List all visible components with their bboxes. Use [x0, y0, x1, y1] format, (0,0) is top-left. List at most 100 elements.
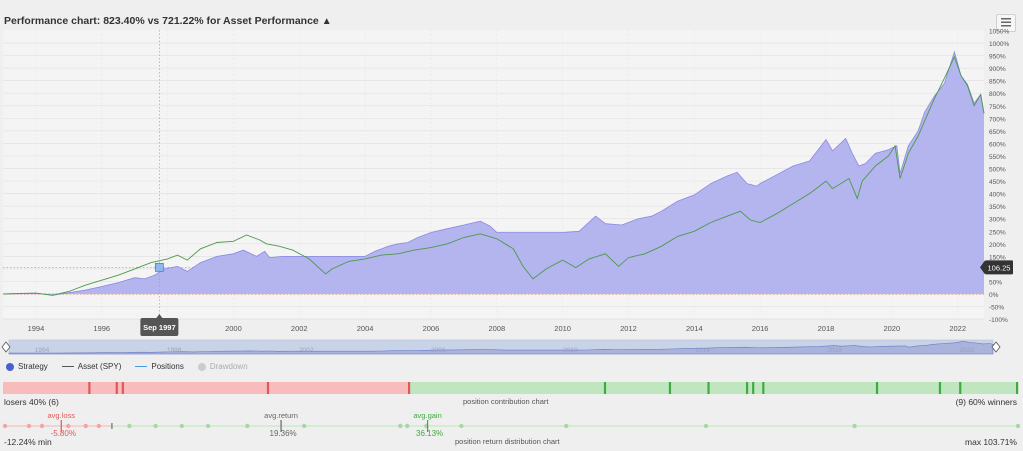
gain-position-mark [707, 382, 710, 394]
y-tick-label: -100% [989, 317, 1008, 324]
value-badge [985, 260, 1013, 275]
loss-position-mark [408, 382, 411, 394]
loss-return-point [39, 423, 45, 429]
y-tick-label: 850% [989, 79, 1006, 86]
navigator-tick-label: 2018 [827, 347, 842, 354]
x-tick-label: 2016 [752, 324, 769, 333]
navigator-tick-label: 2010 [563, 347, 578, 354]
y-tick-label: 250% [989, 229, 1006, 236]
legend-drawdown[interactable]: Drawdown [197, 362, 248, 371]
winners-label: (9) 60% winners [955, 397, 1017, 407]
y-tick-label: 650% [989, 129, 1006, 136]
y-tick-label: 0% [989, 292, 999, 299]
navigator-handle-icon [991, 341, 1001, 353]
gain-position-mark [875, 382, 879, 394]
gain-position-mark [762, 382, 765, 394]
chart-title-text: Performance chart: 823.40% vs 721.22% fo… [4, 15, 319, 27]
gain-position-mark [752, 382, 755, 394]
gain-return-point [852, 423, 857, 429]
chart-legend: Strategy Asset (SPY) Positions Drawdown [6, 362, 248, 371]
x-tick-label: 2012 [620, 324, 637, 333]
winners-bar [409, 382, 1018, 394]
gain-return-point [205, 423, 211, 429]
x-tick-label: 1994 [28, 324, 45, 333]
y-tick-label: 900% [989, 66, 1006, 73]
warning-icon[interactable]: ▲ [321, 16, 332, 27]
gain-return-point [405, 423, 410, 429]
y-tick-label: -50% [989, 305, 1004, 312]
gain-return-point [153, 423, 158, 429]
x-tick-label: 2008 [488, 324, 505, 333]
y-tick-label: 50% [989, 279, 1002, 286]
losers-bar [3, 382, 409, 394]
navigator-tick-label: 2022 [959, 347, 974, 354]
x-tick-label: 1996 [93, 324, 110, 333]
strategy-area [3, 51, 984, 296]
gain-return-point [245, 423, 250, 429]
avg-loss-label: avg.loss [48, 411, 76, 420]
max-label: max 103.71% [965, 437, 1017, 447]
gain-position-mark [959, 382, 962, 394]
legend-strategy[interactable]: Strategy [6, 362, 48, 371]
legend-strategy-label: Strategy [18, 362, 48, 371]
y-tick-label: 600% [989, 141, 1006, 148]
crosshair: Sep 1997 106.25 [140, 30, 1013, 336]
avg-loss-value: -5.80% [51, 429, 76, 438]
navigator-tick-label: 1998 [167, 347, 182, 354]
legend-drawdown-label: Drawdown [209, 362, 248, 371]
legend-positions[interactable]: Positions [135, 362, 184, 371]
min-label: -12.24% min [4, 437, 52, 447]
losers-label: losers 40% (6) [4, 397, 59, 407]
loss-return-point [96, 423, 102, 429]
gain-return-point [301, 423, 307, 429]
crosshair-date-badge [140, 318, 179, 336]
y-tick-label: 700% [989, 116, 1006, 123]
asset-line [2, 55, 985, 296]
legend-asset[interactable]: Asset (SPY) [61, 362, 122, 371]
strategy-legend-icon [6, 362, 14, 371]
value-badge-pointer [980, 260, 985, 275]
navigator-right-handle[interactable] [991, 341, 1001, 353]
chart-menu-button[interactable] [996, 14, 1016, 32]
x-tick-label: 2006 [423, 324, 440, 333]
distribution-chart: avg.loss -5.80% avg.return 19.36% avg.gain 36… [2, 411, 1021, 438]
strategy-series[interactable] [2, 50, 985, 296]
x-tick-label: 2000 [225, 324, 242, 333]
y-tick-label: 800% [989, 91, 1006, 98]
value-badge-label: 106.25 [988, 263, 1011, 272]
avg-return-label: avg.return [264, 411, 298, 420]
gain-return-point [127, 423, 132, 429]
y-tick-label: 500% [989, 167, 1006, 174]
legend-positions-label: Positions [151, 362, 184, 371]
range-navigator[interactable]: 1994 1998 2002 2006 2010 2014 2018 2022 [1, 339, 1001, 355]
y-axis-labels: 1000% 950% 900% 850% 800% 750% 700% 650% 600% 550… [989, 28, 1009, 324]
drawdown-legend-icon [197, 362, 206, 371]
y-tick-label: 550% [989, 154, 1006, 161]
navigator-left-handle[interactable] [1, 341, 11, 353]
hamburger-menu-icon [1001, 18, 1011, 27]
y-tick-label: 1050% [989, 28, 1009, 35]
crosshair-date-label: Sep 1997 [143, 323, 176, 332]
x-tick-label: 2022 [949, 324, 966, 333]
navigator-tick-label: 1994 [35, 347, 50, 354]
gain-position-mark [745, 382, 749, 394]
asset-series[interactable] [2, 55, 985, 296]
avg-gain-label: avg.gain [413, 411, 441, 420]
gain-return-point [703, 423, 709, 429]
loss-return-point [2, 423, 8, 429]
navigator-tick-label: 2002 [299, 347, 314, 354]
y-tick-label: 150% [989, 254, 1006, 261]
y-tick-label: 400% [989, 192, 1006, 199]
x-tick-label: 2004 [357, 324, 374, 333]
y-tick-label: 750% [989, 104, 1006, 111]
avg-gain-value: 36.13% [416, 429, 443, 438]
loss-position-mark [88, 382, 91, 394]
x-tick-label: 2002 [291, 324, 308, 333]
gain-return-point [564, 423, 569, 429]
loss-position-mark [266, 382, 270, 394]
gain-position-mark [603, 382, 607, 394]
navigator-handle-icon [1, 341, 11, 353]
avg-return-value: 19.36% [270, 429, 297, 438]
legend-asset-label: Asset (SPY) [77, 362, 122, 371]
